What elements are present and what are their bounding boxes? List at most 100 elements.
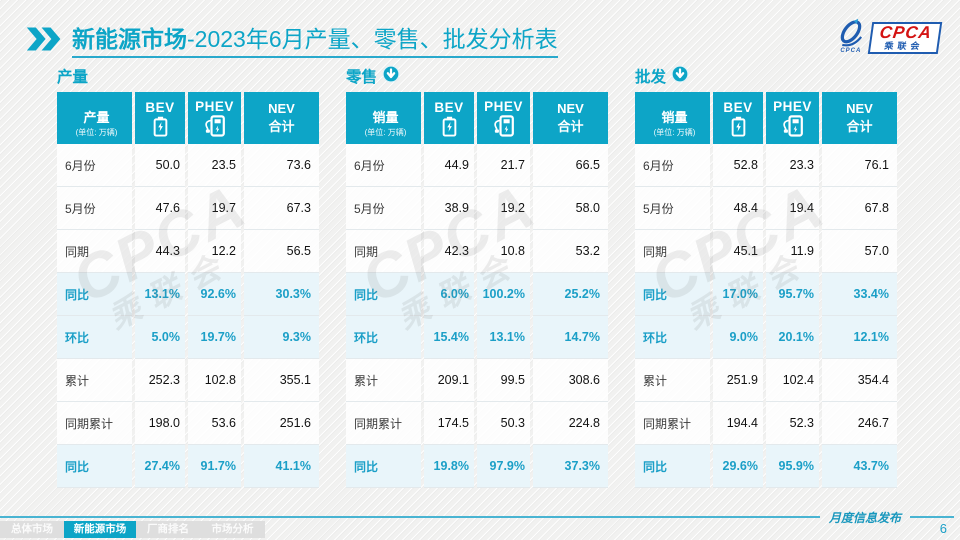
value-bev: 15.4% — [424, 316, 474, 359]
value-nev: 25.2% — [533, 273, 608, 316]
value-bev: 251.9 — [713, 359, 763, 402]
cpca-swirl-icon — [840, 18, 862, 47]
row-label: 同比 — [57, 445, 132, 488]
tab-1[interactable]: 总体市场 — [0, 521, 64, 538]
row-label: 累计 — [346, 359, 421, 402]
value-nev: 354.4 — [822, 359, 897, 402]
value-phev: 102.4 — [766, 359, 819, 402]
corner-cell: 销量 (单位: 万辆) — [635, 92, 710, 144]
footer-note: 月度信息发布 — [828, 510, 901, 525]
value-nev: 73.6 — [244, 144, 319, 187]
value-nev: 224.8 — [533, 402, 608, 445]
section-header: 零售 — [346, 64, 608, 88]
row-label: 环比 — [635, 316, 710, 359]
row-label: 5月份 — [346, 187, 421, 230]
value-phev: 102.8 — [188, 359, 241, 402]
cpca-acronym: CPCA — [878, 23, 934, 42]
value-phev: 19.7% — [188, 316, 241, 359]
value-bev: 42.3 — [424, 230, 474, 273]
page-number: 6 — [939, 521, 947, 536]
value-nev: 14.7% — [533, 316, 608, 359]
value-bev: 29.6% — [713, 445, 763, 488]
col-label-bev: BEV — [145, 99, 175, 115]
value-bev: 38.9 — [424, 187, 474, 230]
col-label-phev: PHEV — [484, 99, 523, 114]
col-header-phev: PHEV — [477, 92, 530, 144]
value-bev: 52.8 — [713, 144, 763, 187]
footer-rule-left — [0, 516, 820, 518]
tab-3[interactable]: 厂商排名 — [136, 521, 200, 538]
down-arrow-icon — [382, 64, 400, 83]
row-label: 同比 — [57, 273, 132, 316]
data-table: 产量 (单位: 万辆) BEV PHEV NEV 合计 6月份 50.0 23.5 73.6 5月份… — [57, 92, 319, 488]
col-label-nev-1: NEV — [557, 100, 584, 116]
footer-rule-right — [910, 516, 954, 518]
value-nev: 43.7% — [822, 445, 897, 488]
value-phev: 12.2 — [188, 230, 241, 273]
row-label: 同比 — [346, 273, 421, 316]
value-phev: 100.2% — [477, 273, 530, 316]
value-nev: 56.5 — [244, 230, 319, 273]
value-bev: 194.4 — [713, 402, 763, 445]
value-bev: 5.0% — [135, 316, 185, 359]
value-phev: 95.9% — [766, 445, 819, 488]
footer-rule: 月度信息发布 — [0, 508, 960, 526]
down-arrow-icon — [671, 64, 689, 83]
value-phev: 19.4 — [766, 187, 819, 230]
value-bev: 47.6 — [135, 187, 185, 230]
value-phev: 19.7 — [188, 187, 241, 230]
corner-label: 销量 — [372, 110, 399, 125]
value-phev: 91.7% — [188, 445, 241, 488]
battery-icon — [153, 116, 167, 137]
slide-header: 新能源市场-2023年6月产量、零售、批发分析表 — [26, 20, 558, 58]
col-header-phev: PHEV — [188, 92, 241, 144]
value-phev: 20.1% — [766, 316, 819, 359]
value-bev: 17.0% — [713, 273, 763, 316]
value-bev: 13.1% — [135, 273, 185, 316]
value-phev: 53.6 — [188, 402, 241, 445]
value-phev: 23.3 — [766, 144, 819, 187]
value-nev: 251.6 — [244, 402, 319, 445]
corner-label: 销量 — [661, 110, 688, 125]
col-label-bev: BEV — [723, 99, 753, 115]
value-phev: 50.3 — [477, 402, 530, 445]
value-nev: 41.1% — [244, 445, 319, 488]
value-nev: 355.1 — [244, 359, 319, 402]
battery-icon — [442, 116, 456, 137]
col-header-phev: PHEV — [766, 92, 819, 144]
value-bev: 27.4% — [135, 445, 185, 488]
section-title: 零售 — [346, 69, 378, 86]
value-nev: 66.5 — [533, 144, 608, 187]
value-nev: 58.0 — [533, 187, 608, 230]
value-bev: 44.9 — [424, 144, 474, 187]
table-production: 产量 产量 (单位: 万辆) BEV PHEV NEV 合计 6月份 50.0 23.5 73.6 5… — [57, 64, 319, 488]
corner-label: 产量 — [83, 110, 110, 125]
row-label: 同比 — [346, 445, 421, 488]
value-phev: 23.5 — [188, 144, 241, 187]
charging-station-icon — [783, 115, 803, 137]
row-label: 同期累计 — [57, 402, 132, 445]
battery-icon — [731, 116, 745, 137]
row-label: 同比 — [635, 273, 710, 316]
tab-4[interactable]: 市场分析 — [200, 521, 265, 538]
value-bev: 252.3 — [135, 359, 185, 402]
value-nev: 9.3% — [244, 316, 319, 359]
down-arrow — [382, 64, 400, 88]
row-label: 同期 — [57, 230, 132, 273]
cpca-wordmark: CPCA 乘联会 — [867, 22, 943, 54]
col-label-bev: BEV — [434, 99, 464, 115]
col-label-phev: PHEV — [195, 99, 234, 114]
value-nev: 308.6 — [533, 359, 608, 402]
row-label: 同比 — [635, 445, 710, 488]
row-label: 同期 — [635, 230, 710, 273]
col-header-nev: NEV 合计 — [244, 92, 319, 144]
corner-unit: (单位: 万辆) — [75, 128, 118, 137]
charging-station-icon — [205, 115, 225, 137]
row-label: 环比 — [57, 316, 132, 359]
row-label: 同期累计 — [635, 402, 710, 445]
col-header-bev: BEV — [424, 92, 474, 144]
col-label-phev: PHEV — [773, 99, 812, 114]
value-nev: 12.1% — [822, 316, 897, 359]
value-phev: 11.9 — [766, 230, 819, 273]
tab-2[interactable]: 新能源市场 — [64, 521, 136, 538]
